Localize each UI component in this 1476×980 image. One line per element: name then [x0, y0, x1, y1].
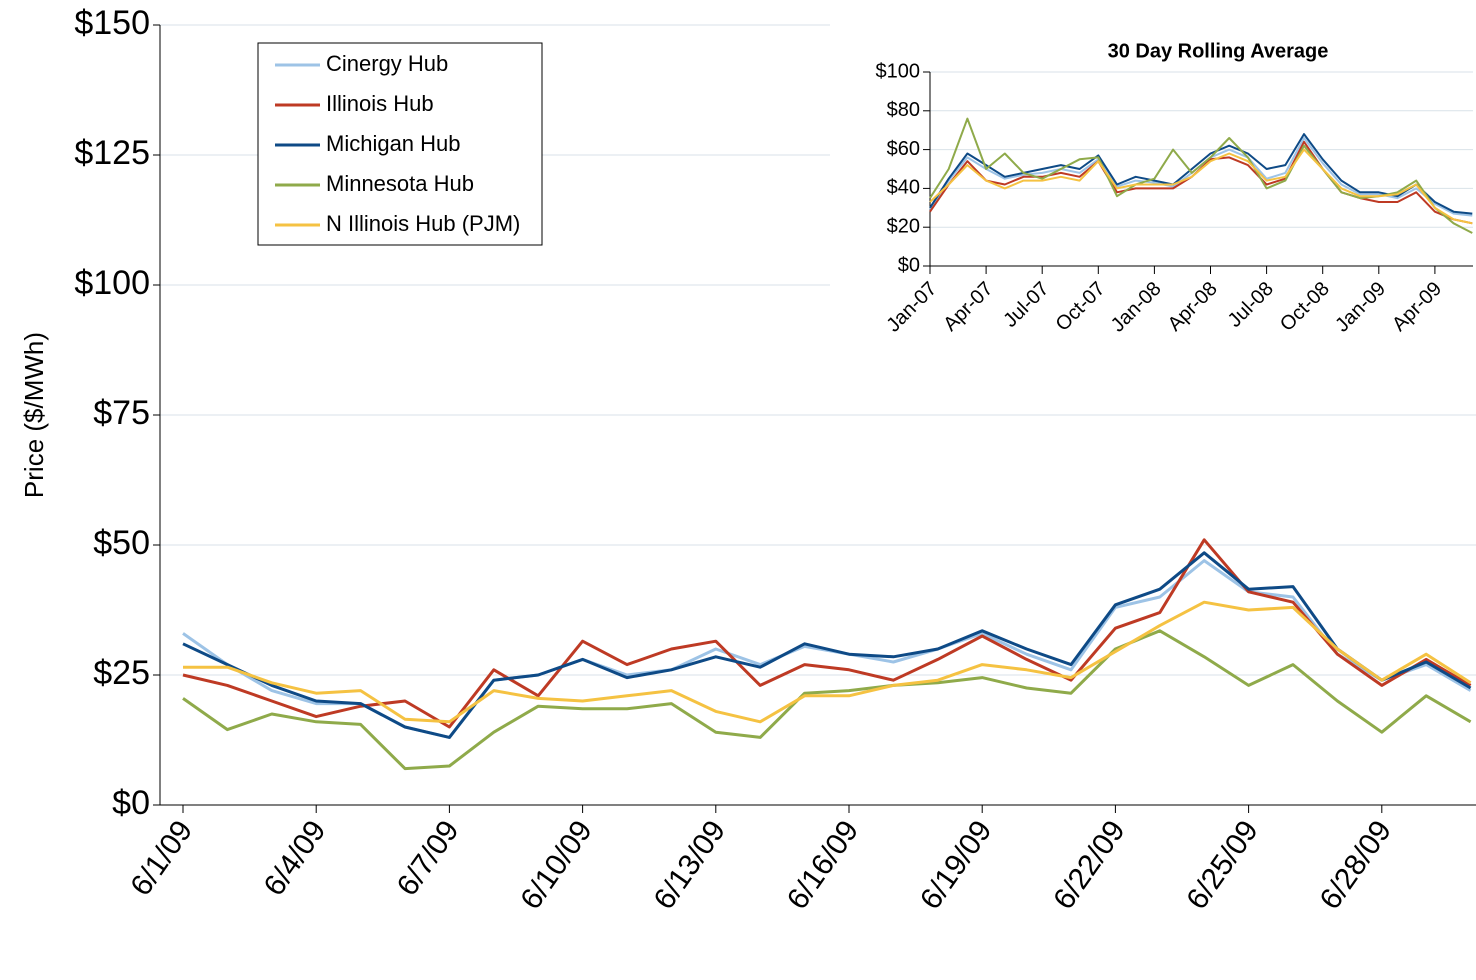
x-tick-label: 6/19/09: [914, 815, 998, 916]
y-tick-label: $80: [887, 99, 920, 121]
y-tick-label: $0: [112, 784, 150, 822]
y-tick-label: $60: [887, 138, 920, 160]
y-axis-label: Price ($/MWh): [19, 332, 49, 498]
x-tick-label: 6/7/09: [391, 815, 466, 902]
x-tick-label: 6/1/09: [124, 815, 199, 902]
x-tick-label: 6/22/09: [1047, 815, 1131, 916]
legend: Cinergy Hub Illinois Hub Michigan Hub Minne…: [257, 42, 543, 246]
series-line: [929, 133, 1473, 215]
x-tick-label: 6/10/09: [514, 815, 598, 916]
series-line: [182, 551, 1472, 739]
x-tick-label: 6/13/09: [648, 815, 732, 916]
y-tick-label: $75: [93, 394, 150, 432]
series-line: [183, 600, 1472, 724]
y-tick-label: $0: [898, 254, 920, 276]
y-tick-label: $40: [887, 177, 920, 199]
x-tick-label: 6/28/09: [1314, 815, 1398, 916]
legend-label: Minnesota Hub: [326, 171, 474, 196]
chart-title: 30 Day Rolling Average: [1108, 40, 1329, 62]
legend-label: N Illinois Hub (PJM): [326, 211, 520, 236]
y-tick-label: $150: [74, 4, 150, 42]
legend-label: Michigan Hub: [326, 131, 461, 156]
y-tick-label: $100: [876, 60, 921, 82]
legend-label: Cinergy Hub: [326, 51, 448, 76]
inset-background: [830, 20, 1476, 380]
x-tick-label: 6/25/09: [1180, 815, 1264, 916]
x-tick-label: 6/16/09: [781, 815, 865, 916]
y-tick-label: $100: [74, 264, 150, 302]
y-tick-label: $20: [887, 215, 920, 237]
x-tick-label: 6/4/09: [258, 815, 333, 902]
legend-label: Illinois Hub: [326, 91, 434, 116]
y-tick-label: $125: [74, 134, 150, 172]
y-tick-label: $25: [93, 654, 150, 692]
y-tick-label: $50: [93, 524, 150, 562]
series-line: [182, 629, 1472, 771]
series-line: [182, 538, 1472, 729]
series-line: [929, 148, 1473, 225]
